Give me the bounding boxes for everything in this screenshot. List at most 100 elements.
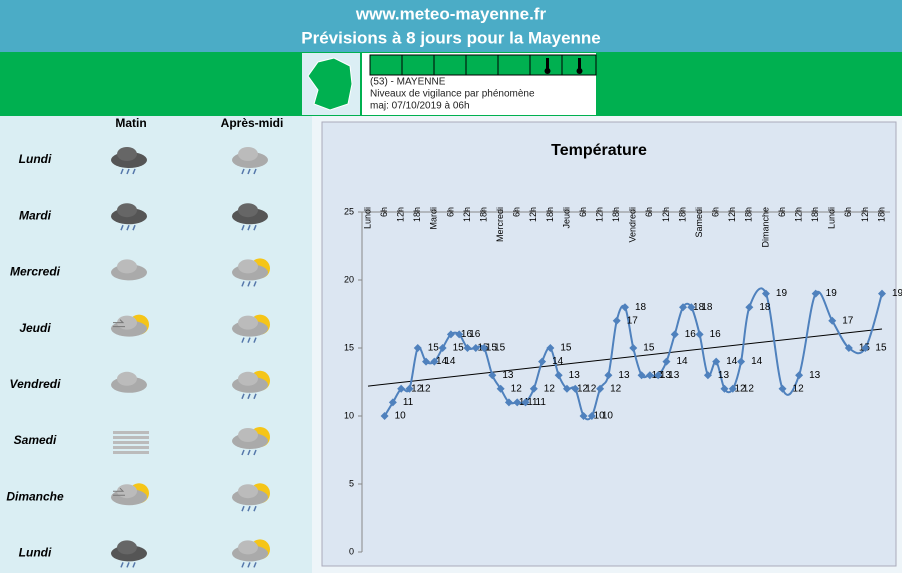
weather-icon [232,203,268,231]
fog-line [113,431,149,434]
x-tick-label: 12h [528,207,538,222]
point [720,384,729,393]
weather-icon [111,314,149,337]
data-label: 14 [552,356,564,367]
x-tick-label: 12h [793,207,803,222]
data-label: 12 [585,383,597,394]
y-tick-label: 10 [344,410,354,420]
point [480,344,489,352]
point [737,357,746,366]
wind [113,319,125,328]
point [654,371,663,380]
point [405,384,414,393]
data-label: 12 [511,383,523,394]
day-label: Mercredi [10,265,61,279]
drop [253,224,257,231]
vigilance-dept: (53) - MAYENNE [370,77,446,88]
weather-icon [113,431,149,454]
drop [126,562,130,568]
point [446,330,455,339]
weather-icon [232,427,270,456]
point [629,344,638,352]
fog-line [113,451,149,454]
drop [253,337,257,343]
point [455,330,464,339]
drop [253,281,257,287]
drop [241,562,245,568]
x-tick-label: 18h [611,207,621,222]
cloud [238,259,258,274]
day-label: Samedi [14,433,57,447]
cloud [238,428,258,442]
data-label: 16 [685,329,697,340]
weather-icon [111,371,147,393]
weather-icon [232,258,270,287]
drop [247,281,251,287]
point [637,371,646,380]
data-label: 13 [618,370,630,381]
data-label: 14 [726,356,738,367]
point [413,344,422,352]
cloud [117,147,137,161]
point [488,371,497,380]
drop [241,281,245,287]
weather-icon [111,540,147,568]
point [397,384,406,393]
point [745,303,754,312]
cloud [117,540,137,555]
drop [132,168,136,175]
point [645,371,654,380]
cloud [238,315,258,330]
day-label: Lundi [19,546,52,560]
point [795,371,804,380]
drop [120,562,124,568]
weather-icon [232,147,268,175]
x-tick-label: 6h [843,207,853,217]
weather-icon [232,483,270,512]
data-label: 12 [743,383,755,394]
point [612,316,621,325]
data-label: 13 [502,370,514,381]
point [778,384,787,393]
point [579,412,588,420]
column-header: Matin [115,116,146,130]
x-tick-label: 12h [661,207,671,222]
drop [247,224,251,231]
drop [126,168,130,175]
data-label: 13 [660,370,672,381]
x-tick-label: Vendredi [628,207,638,243]
drop [241,337,245,343]
drop [241,505,245,512]
cloud [117,203,137,218]
day-label: Dimanche [6,489,64,503]
x-tick-label: 18h [412,207,422,222]
day-label: Lundi [19,152,52,166]
data-label: 13 [718,370,730,381]
x-tick-label: 12h [462,207,472,222]
drop [247,505,251,512]
forecast-panel [0,116,312,573]
weather-icon [232,370,270,400]
data-label: 13 [668,370,680,381]
data-label: 11 [403,397,414,408]
point [504,398,513,407]
data-label: 18 [759,302,771,313]
data-label: 15 [494,343,506,354]
drop [247,562,251,568]
point [761,289,770,298]
data-label: 12 [544,383,556,394]
point [878,289,886,298]
point [596,384,605,393]
cloud [238,484,258,499]
point [471,344,480,352]
x-tick-label: 6h [445,207,455,217]
point [670,330,679,339]
data-label: 18 [635,302,647,313]
x-tick-label: 18h [876,207,886,222]
day-label: Mardi [19,208,52,222]
x-tick-label: 6h [644,207,654,217]
cloud [238,147,258,161]
x-tick-label: 12h [595,207,605,222]
